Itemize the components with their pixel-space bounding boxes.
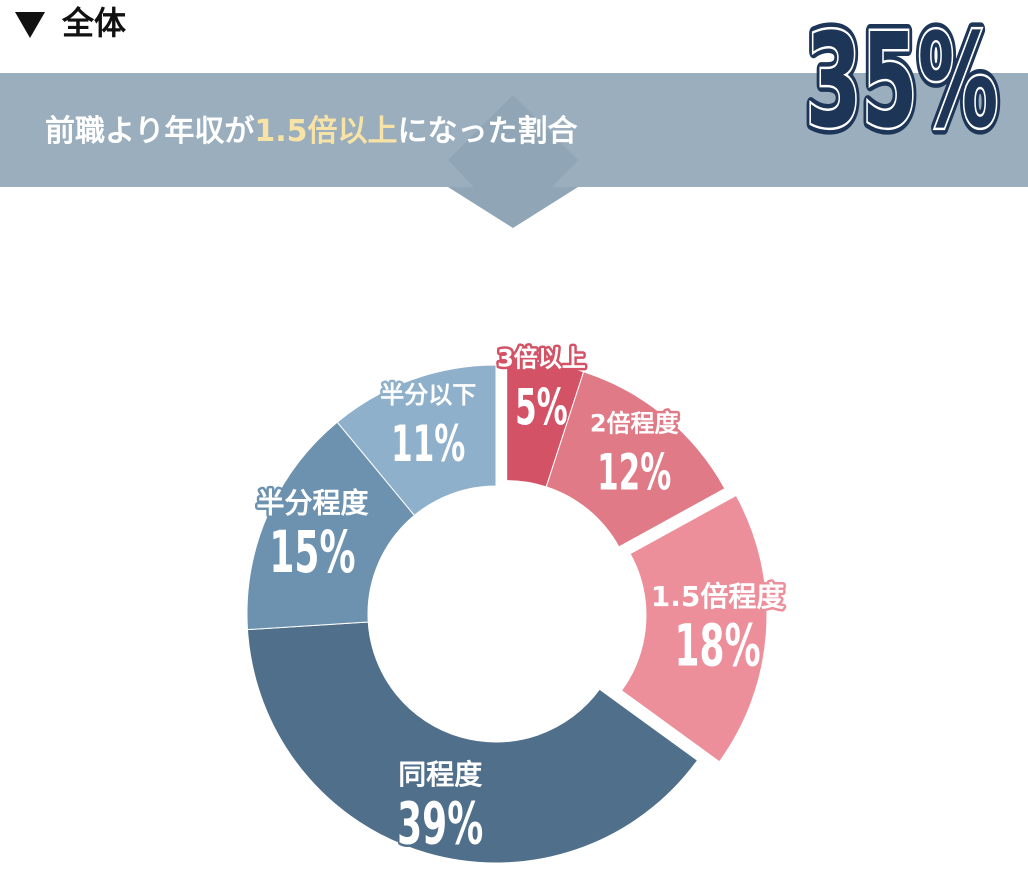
segment-category: 半分以下	[380, 381, 476, 409]
section-title: 全体	[61, 4, 126, 42]
heading-marker	[15, 12, 45, 38]
summary-value: 35%	[806, 6, 999, 157]
segment-category: 半分程度	[256, 487, 368, 520]
segment-value: 39%	[397, 791, 483, 858]
banner-highlight: 1.5倍以上	[254, 114, 397, 149]
banner-part: になった割合	[398, 114, 578, 149]
banner-pointer	[448, 95, 578, 228]
segment-value-group: 5%	[513, 376, 570, 439]
segment-value: 11%	[391, 414, 465, 473]
segment-value: 18%	[675, 613, 761, 680]
segment-value-group: 18%	[673, 611, 763, 682]
segment-category: 2倍程度	[590, 409, 680, 437]
segment-category: 1.5倍程度	[651, 580, 785, 613]
summary-outline: 35%	[806, 6, 999, 157]
donut-segment	[336, 364, 497, 517]
banner-arrow	[448, 187, 578, 228]
banner-part: 前職より年収が	[45, 114, 254, 149]
segment-category: 3倍以上	[497, 344, 586, 372]
segment-value: 12%	[597, 443, 671, 502]
segment-value-group: 15%	[267, 517, 357, 588]
banner-text: 前職より年収が1.5倍以上になった割合	[45, 114, 578, 149]
donut-segment	[246, 621, 699, 864]
segment-value: 5%	[515, 378, 568, 437]
segment-value-group: 11%	[389, 412, 467, 475]
donut-segment	[246, 421, 416, 631]
segment-value-group: 39%	[395, 789, 485, 860]
segment-value-group: 12%	[595, 441, 673, 504]
donut-segment	[620, 494, 768, 763]
segment-category: 同程度	[398, 758, 482, 791]
donut-segment	[545, 371, 726, 548]
segment-value: 15%	[269, 519, 355, 586]
